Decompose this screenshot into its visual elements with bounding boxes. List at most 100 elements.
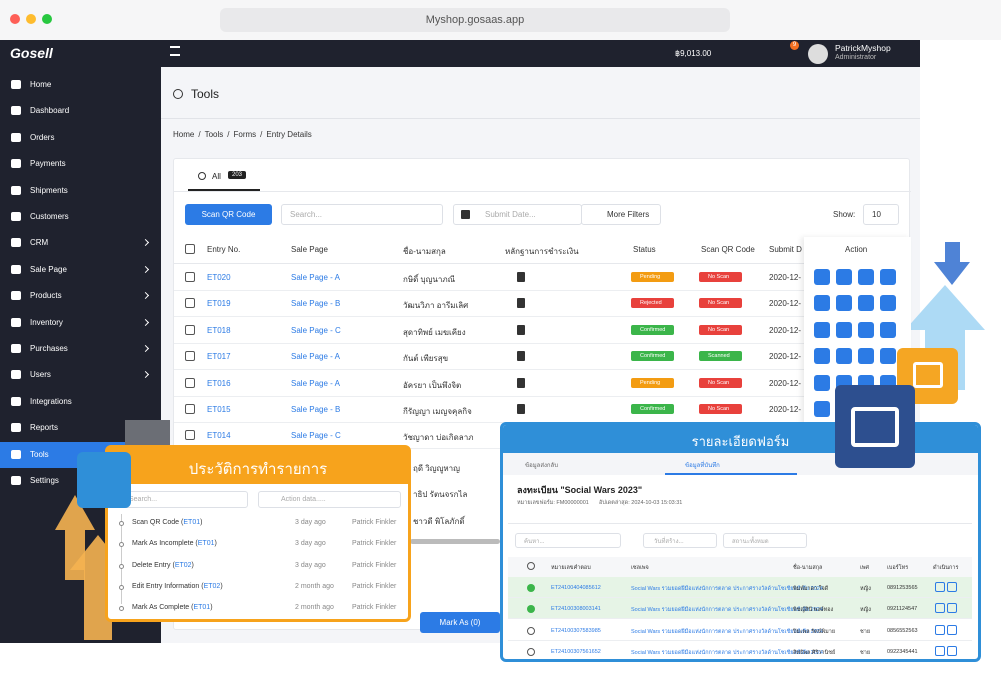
row-checkbox[interactable] (185, 430, 195, 441)
form-sale-page[interactable]: Social Wars รวมยอดฝีมือแห่งนักการตลาด ปร… (631, 607, 823, 614)
logo[interactable]: Gosell (10, 45, 53, 61)
row-checkbox[interactable] (185, 298, 195, 309)
entry-link[interactable]: ET01 (183, 519, 201, 526)
entry-no[interactable]: ET017 (207, 352, 231, 362)
history-date[interactable]: Action data..... (258, 491, 401, 508)
user-name[interactable]: PatrickMyshop (835, 43, 891, 53)
action-button[interactable] (814, 348, 830, 365)
form-search[interactable]: ค้นหา... (515, 533, 621, 548)
mark-as-button[interactable]: Mark As (0) (420, 612, 500, 633)
entry-link[interactable]: ET01 (193, 604, 211, 612)
response-id[interactable]: ET24100308003141 (551, 606, 601, 613)
menu-item[interactable]: Sale Page (30, 264, 67, 274)
menu-item[interactable]: Orders (30, 132, 55, 142)
menu-item[interactable]: Payments (30, 159, 66, 169)
menu-item[interactable]: Home (30, 80, 52, 89)
menu-item[interactable]: Inventory (30, 317, 63, 327)
form-sale-page[interactable]: Social Wars รวมยอดฝีมือแห่งนักการตลาด ปร… (631, 628, 823, 635)
menu-toggle[interactable] (170, 46, 180, 56)
menu-item[interactable]: Settings (30, 476, 59, 485)
sale-page[interactable]: Sale Page - A (291, 378, 340, 388)
balance[interactable]: ฿9,013.00 (675, 49, 712, 58)
sale-page[interactable]: Sale Page - C (291, 431, 341, 441)
form-tab[interactable]: ข้อมูลที่บันทึก (685, 463, 720, 469)
tab-label[interactable]: All (212, 172, 221, 181)
receipt-icon[interactable] (517, 298, 525, 309)
action-button[interactable] (836, 295, 852, 312)
sale-page[interactable]: Sale Page - A (291, 273, 340, 282)
entry-no[interactable]: ET018 (207, 325, 231, 335)
entry-no[interactable]: ET019 (207, 299, 231, 309)
show-select[interactable]: 10 (863, 204, 899, 225)
action-button[interactable] (814, 401, 830, 417)
menu-item[interactable]: CRM (30, 238, 49, 248)
receipt-icon[interactable] (517, 324, 525, 335)
receipt-icon[interactable] (517, 351, 525, 362)
menu-item[interactable]: Tools (30, 449, 49, 459)
response-id[interactable]: ET24100404085612 (551, 585, 601, 591)
action-button[interactable] (858, 321, 874, 338)
url-bar[interactable] (220, 8, 730, 32)
action-button[interactable] (836, 269, 852, 285)
response-id[interactable]: ET24100307561652 (551, 648, 601, 655)
menu-item[interactable]: Customers (30, 212, 69, 221)
form-tab[interactable]: ข้อมูลส่งกลับ (525, 463, 559, 469)
form-action-button[interactable] (935, 645, 945, 656)
form-action-button[interactable] (947, 645, 957, 656)
receipt-icon[interactable] (517, 404, 525, 414)
menu-item[interactable]: Products (30, 291, 62, 301)
sale-page[interactable]: Sale Page - A (291, 352, 340, 362)
row-checkbox[interactable] (185, 351, 195, 362)
form-date[interactable]: วันที่สร้าง... (643, 533, 717, 548)
scan-qr-button[interactable]: Scan QR Code (185, 204, 272, 225)
form-sale-page[interactable]: Social Wars รวมยอดฝีมือแห่งนักการตลาด ปร… (631, 586, 823, 592)
action-button[interactable] (880, 348, 896, 365)
breadcrumb-item[interactable]: Home (173, 130, 195, 139)
menu-item[interactable]: Dashboard (30, 106, 70, 116)
entry-no[interactable]: ET016 (207, 378, 231, 388)
action-button[interactable] (836, 321, 852, 338)
entry-no[interactable]: ET014 (207, 431, 231, 441)
breadcrumb-item[interactable]: Entry Details (266, 130, 312, 139)
receipt-icon[interactable] (517, 377, 525, 388)
action-button[interactable] (880, 295, 896, 312)
row-checkbox[interactable] (185, 272, 195, 282)
form-status-filter[interactable]: สถานะทั้งหมด (723, 533, 807, 548)
receipt-icon[interactable] (517, 272, 525, 282)
entry-link[interactable]: ET01 (197, 540, 215, 548)
action-button[interactable] (836, 348, 852, 365)
menu-item[interactable]: Users (30, 370, 51, 380)
entry-no[interactable]: ET015 (207, 405, 231, 414)
history-search[interactable]: Search... (120, 491, 248, 508)
action-button[interactable] (858, 269, 874, 285)
breadcrumb-item[interactable]: Forms (233, 130, 257, 139)
response-id[interactable]: ET24100307583985 (551, 627, 601, 634)
breadcrumb-item[interactable]: Tools (204, 130, 224, 139)
menu-item[interactable]: Shipments (30, 185, 68, 195)
action-button[interactable] (858, 348, 874, 365)
avatar[interactable] (808, 44, 828, 64)
entry-no[interactable]: ET020 (207, 273, 231, 282)
row-checkbox[interactable] (185, 377, 195, 388)
menu-item[interactable]: Purchases (30, 344, 68, 353)
action-button[interactable] (858, 295, 874, 312)
entry-link[interactable]: ET02 (174, 561, 192, 569)
more-filters-button[interactable]: More Filters (581, 204, 661, 225)
form-action-button[interactable] (935, 603, 945, 614)
form-sale-page[interactable]: Social Wars รวมยอดฝีมือแห่งนักการตลาด ปร… (631, 649, 823, 656)
sale-page[interactable]: Sale Page - B (291, 405, 341, 414)
date-input[interactable]: Submit Date... (453, 204, 582, 225)
action-button[interactable] (814, 374, 830, 391)
entry-link[interactable]: ET02 (203, 582, 221, 590)
form-action-button[interactable] (947, 582, 957, 592)
form-action-button[interactable] (935, 582, 945, 592)
action-button[interactable] (880, 269, 896, 285)
action-button[interactable] (814, 295, 830, 312)
form-action-button[interactable] (947, 624, 957, 635)
action-button[interactable] (814, 269, 830, 285)
menu-item[interactable]: Reports (30, 423, 59, 433)
row-checkbox[interactable] (185, 404, 195, 414)
sale-page[interactable]: Sale Page - B (291, 299, 341, 309)
action-button[interactable] (880, 321, 896, 338)
row-checkbox[interactable] (185, 324, 195, 335)
